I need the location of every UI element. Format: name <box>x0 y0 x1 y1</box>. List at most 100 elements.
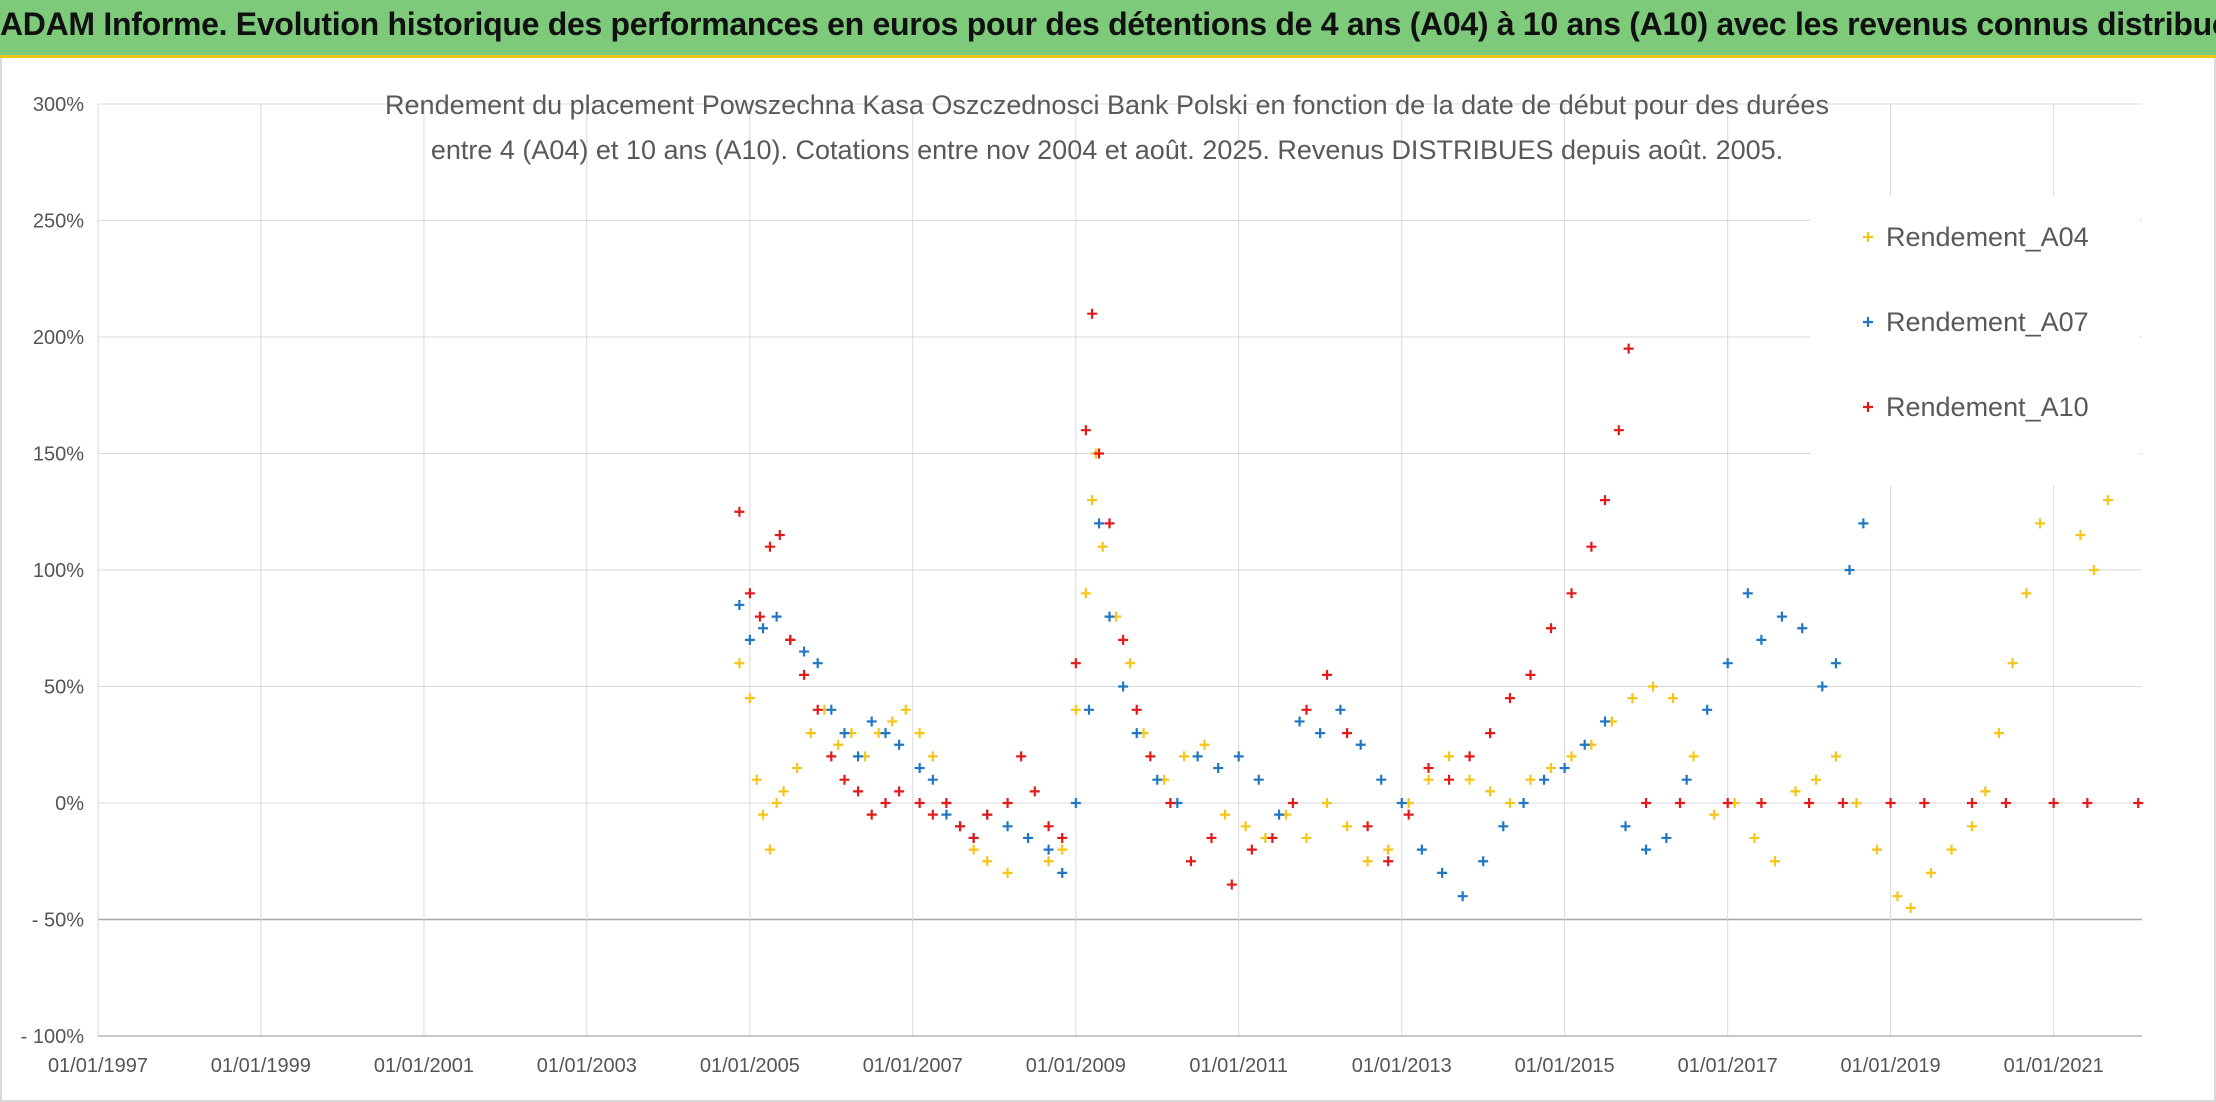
x-tick-label: 01/01/1997 <box>48 1055 148 1077</box>
data-point <box>1287 798 1298 808</box>
data-point <box>764 844 775 855</box>
data-point <box>1967 821 1977 832</box>
data-point <box>1423 763 1434 774</box>
data-point <box>839 728 850 739</box>
data-point <box>1811 774 1822 785</box>
data-point <box>833 739 844 750</box>
data-point <box>1994 728 2004 739</box>
legend-marker-Rendement_A10 <box>1863 402 1873 412</box>
data-point <box>1817 681 1828 692</box>
data-point <box>1851 798 1862 808</box>
legend-marker-Rendement_A04 <box>1863 232 1873 242</box>
data-point <box>1858 518 1869 529</box>
data-point <box>2021 588 2032 599</box>
data-point <box>1485 786 1496 797</box>
chart-title-line-1: Rendement du placement Powszechna Kasa O… <box>385 90 1829 120</box>
data-point <box>1837 798 1848 808</box>
data-point <box>1362 856 1373 867</box>
data-point <box>758 623 769 634</box>
legend-label-Rendement_A04: Rendement_A04 <box>1886 222 2089 252</box>
data-point <box>1797 623 1808 634</box>
data-point <box>771 798 782 808</box>
data-point <box>1185 856 1196 867</box>
data-point <box>826 704 837 715</box>
data-point <box>1423 774 1434 785</box>
data-point <box>1206 832 1217 843</box>
legend: Rendement_A04 Rendement_A07 Rendement_A10 <box>1810 196 2140 486</box>
data-point <box>1043 844 1054 855</box>
data-point <box>1892 891 1903 902</box>
data-point <box>1844 565 1855 575</box>
data-point <box>927 809 938 820</box>
data-point <box>866 716 877 727</box>
data-point <box>1342 728 1353 739</box>
x-tick-label: 01/01/2021 <box>2004 1055 2104 1077</box>
data-point <box>1742 588 1753 599</box>
data-point <box>1080 425 1091 436</box>
data-point <box>894 786 905 797</box>
data-point <box>785 634 796 645</box>
data-point <box>2007 658 2018 669</box>
data-point <box>1688 751 1699 762</box>
data-point <box>1253 774 1264 785</box>
data-point <box>1600 495 1611 506</box>
data-point <box>812 704 823 715</box>
scatter-chart: - 100% - 50% 0% 50% 100% 150% 200% 250% 300% 01/0… <box>21 90 2144 1077</box>
data-point <box>2102 495 2113 506</box>
data-point <box>1131 728 1142 739</box>
data-point <box>1525 669 1536 680</box>
data-point <box>927 774 938 785</box>
data-point <box>1457 891 1468 902</box>
data-point <box>1600 716 1611 727</box>
data-point <box>812 658 823 669</box>
data-point <box>1267 832 1278 843</box>
data-point <box>774 530 785 541</box>
data-point <box>1776 611 1787 622</box>
data-point <box>1070 658 1081 669</box>
data-point <box>2075 530 2086 541</box>
data-point <box>941 798 952 808</box>
data-point <box>927 751 938 762</box>
y-tick-label: 200% <box>33 327 84 349</box>
data-point <box>1504 693 1515 704</box>
data-point <box>1145 751 1156 762</box>
data-point <box>1546 623 1557 634</box>
data-point <box>1246 844 1257 855</box>
data-point <box>1668 693 1679 704</box>
data-point <box>1315 728 1326 739</box>
data-point <box>1804 798 1815 808</box>
data-point <box>1087 495 1098 506</box>
data-point <box>1722 658 1733 669</box>
chart-title-line-2: entre 4 (A04) et 10 ans (A10). Cotations… <box>431 135 1783 165</box>
data-point <box>1566 751 1577 762</box>
data-point <box>1070 704 1081 715</box>
data-point <box>1437 867 1448 878</box>
data-point <box>1097 541 1108 552</box>
data-point <box>734 658 745 669</box>
data-point <box>1083 704 1094 715</box>
data-point <box>1525 774 1536 785</box>
data-point <box>778 786 789 797</box>
data-point <box>1749 832 1760 843</box>
data-point <box>1756 798 1767 808</box>
data-point <box>1485 728 1496 739</box>
legend-label-Rendement_A07: Rendement_A07 <box>1886 307 2089 337</box>
data-point <box>1294 716 1305 727</box>
x-tick-label: 01/01/2011 <box>1189 1055 1288 1077</box>
data-point <box>914 798 925 808</box>
series-layer <box>734 308 2144 913</box>
data-point <box>744 693 755 704</box>
data-point <box>1885 798 1896 808</box>
data-point <box>1661 832 1672 843</box>
data-point <box>1192 751 1203 762</box>
data-point <box>1702 704 1713 715</box>
data-point <box>1464 774 1475 785</box>
data-point <box>1199 739 1210 750</box>
data-point <box>1830 751 1841 762</box>
data-point <box>799 669 810 680</box>
data-point <box>1104 611 1115 622</box>
x-tick-label: 01/01/2015 <box>1515 1055 1615 1077</box>
data-point <box>744 634 755 645</box>
data-point <box>1641 844 1652 855</box>
data-point <box>754 611 765 622</box>
